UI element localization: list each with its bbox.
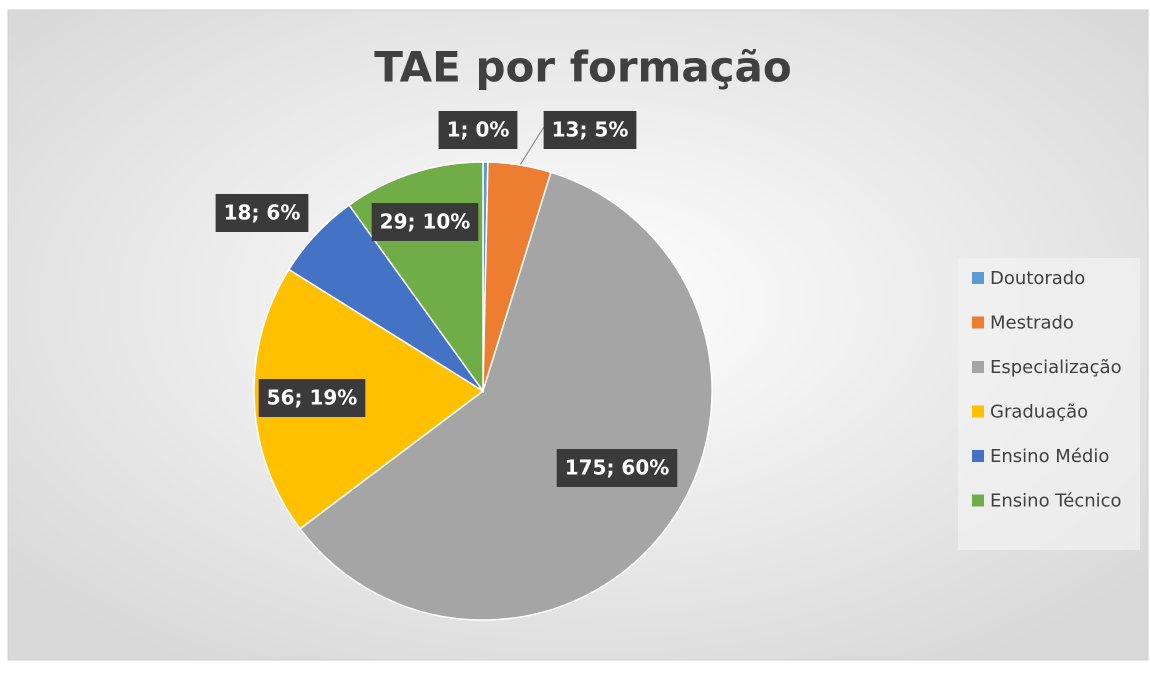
data-label: 175; 60% [565, 456, 670, 480]
legend-label: Mestrado [990, 313, 1074, 334]
legend-label: Graduação [990, 402, 1088, 423]
data-label: 56; 19% [267, 386, 358, 410]
data-label: 29; 10% [380, 210, 471, 234]
data-label-box [543, 111, 637, 149]
legend-box [958, 258, 1140, 550]
data-label: 18; 6% [224, 201, 301, 225]
legend-label: Doutorado [990, 268, 1085, 289]
data-label-box [438, 111, 518, 149]
legend-swatch [972, 361, 984, 373]
data-label: 1; 0% [447, 118, 510, 142]
leader-line [519, 121, 548, 166]
chart-title: TAE por formação [374, 43, 792, 92]
legend-swatch [972, 316, 984, 329]
pie-slice [299, 171, 713, 621]
legend-label: Ensino Médio [990, 446, 1109, 467]
pie-slice [253, 268, 485, 530]
data-label-box [215, 194, 309, 232]
legend-swatch [972, 494, 984, 507]
data-label-box [258, 379, 366, 417]
legend-swatch [972, 272, 984, 284]
legend-label: Especialização [990, 357, 1122, 378]
legend-swatch [972, 450, 984, 462]
data-label-box [371, 203, 479, 241]
legend-label: Ensino Técnico [990, 491, 1122, 512]
data-label: 13; 5% [552, 118, 629, 142]
data-label-box [556, 449, 678, 487]
legend-swatch [972, 405, 984, 418]
